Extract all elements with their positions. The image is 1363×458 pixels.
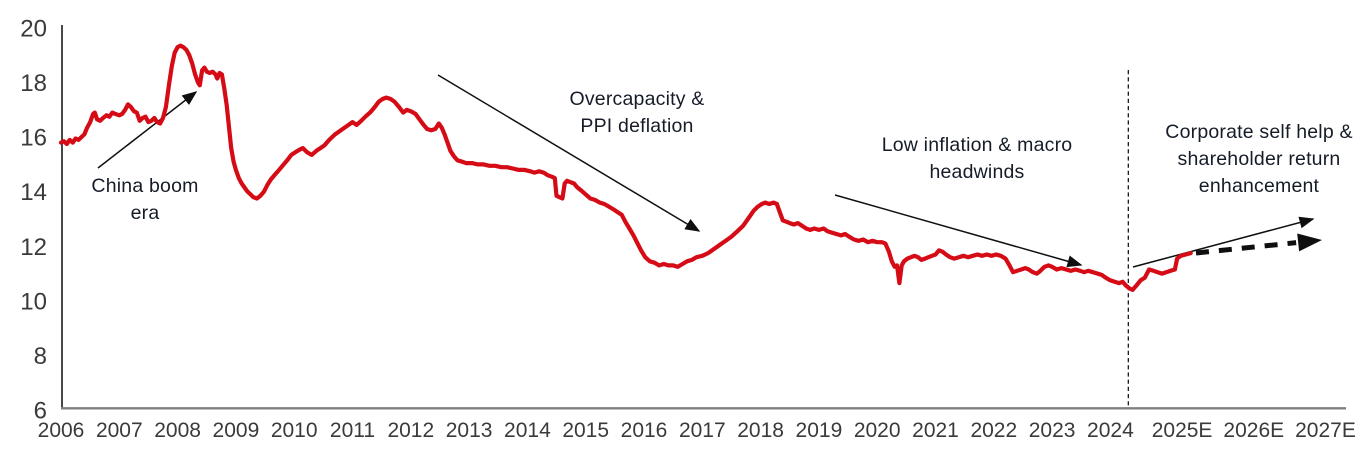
annotation-line: China boom — [91, 175, 199, 197]
projection-dashed-line — [1195, 240, 1297, 256]
projection-arrowhead — [1297, 233, 1322, 252]
x-axis-label: 2014 — [504, 419, 551, 442]
x-axis-label: 2020 — [854, 419, 901, 442]
annotation-line: headwinds — [929, 161, 1025, 183]
trend-arrow-china-boom-era — [97, 91, 198, 169]
annotation-line: Low inflation & macro — [881, 134, 1073, 156]
x-axis-label: 2015 — [562, 419, 609, 442]
x-axis-label: 2016 — [621, 419, 668, 442]
y-axis-label: 12 — [20, 234, 47, 261]
annotation-line: Corporate self help & — [1165, 121, 1353, 143]
annotation-overcapacity-ppi-deflation: Overcapacity & PPI deflation — [569, 86, 704, 140]
y-axis-label: 18 — [20, 70, 47, 97]
x-axis-label: 2017 — [679, 419, 726, 442]
annotation-low-inflation-macro-headwinds: Low inflation & macro headwinds — [882, 132, 1073, 186]
annotation-line: era — [130, 202, 160, 224]
annotation-china-boom-era: China boom era — [91, 173, 198, 227]
x-axis-label: 2021 — [912, 419, 959, 442]
x-axis-label: 2011 — [330, 419, 375, 442]
series-line — [58, 43, 1193, 292]
y-axis-label: 16 — [20, 125, 47, 152]
annotation-line: Overcapacity & — [569, 88, 705, 110]
x-axis-label: 2013 — [446, 419, 493, 442]
x-axis-label: 2007 — [96, 419, 143, 442]
annotation-line: PPI deflation — [580, 115, 694, 137]
x-axis-label: 2009 — [213, 419, 260, 442]
annotation-line: shareholder return — [1177, 148, 1341, 170]
x-axis-label: 2008 — [154, 419, 201, 442]
trend-arrow-overcapacity-ppi-deflation — [437, 74, 701, 232]
y-axis-label: 20 — [20, 16, 47, 43]
y-axis-label: 8 — [34, 343, 47, 370]
annotation-corporate-self-help-shareholder-return: Corporate self help & shareholder return e… — [1165, 119, 1352, 200]
x-axis-label: 2006 — [38, 419, 85, 442]
x-axis-label: 2022 — [970, 419, 1017, 442]
x-axis-label: 2026E — [1223, 419, 1284, 442]
trend-arrow-corporate-self-help-shareholder-return — [1132, 216, 1315, 268]
x-axis-label: 2019 — [796, 419, 843, 442]
x-axis-label: 2018 — [737, 419, 784, 442]
y-axis-label: 6 — [34, 398, 47, 425]
trend-arrow-low-inflation-macro-headwinds — [834, 194, 1083, 268]
x-axis-label: 2024 — [1087, 419, 1134, 442]
annotation-line: enhancement — [1198, 175, 1320, 197]
x-axis-label: 2010 — [271, 419, 318, 442]
x-axis-label: 2012 — [387, 419, 434, 442]
x-axis-label: 2027E — [1295, 419, 1356, 442]
x-axis-label: 2023 — [1029, 419, 1076, 442]
y-axis-label: 10 — [20, 288, 47, 315]
x-axis-label: 2025E — [1152, 419, 1213, 442]
y-axis-label: 14 — [20, 179, 47, 206]
